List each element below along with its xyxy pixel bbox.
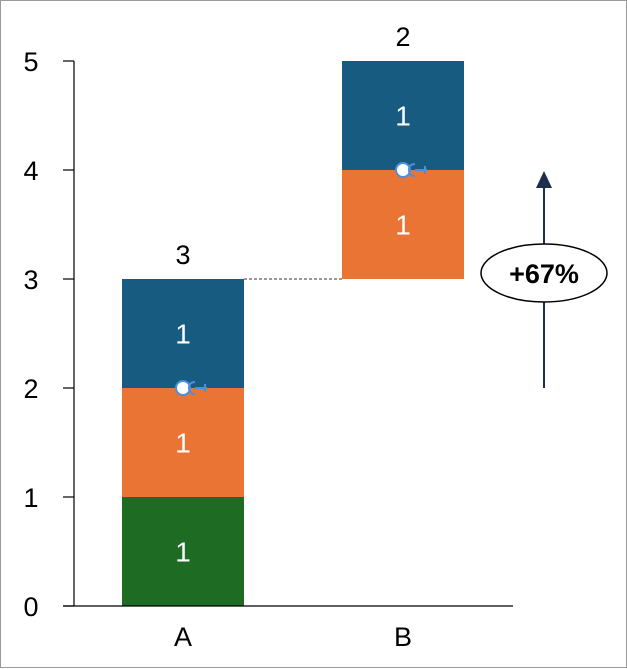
bar-segment-A-0 [122,497,244,606]
y-tick-label-2: 2 [23,374,38,404]
anchor-handle-to [395,162,411,178]
x-tick-label-A: A [174,622,192,652]
anchor-handle-from [175,380,191,396]
axis-layer: 0 1 2 3 4 5 A B [23,47,513,652]
bar-segment-B-2 [342,61,464,170]
link-icon-from [187,381,207,395]
bar-segment-A-2 [122,279,244,388]
percent-badge-label: +67% [509,259,579,289]
data-label-A-2: 1 [175,319,191,350]
y-tick-label-0: 0 [23,592,38,622]
bars-layer: 1 1 1 3 1 1 2 [122,22,464,606]
total-label-B: 2 [395,22,410,52]
data-label-B-2: 1 [395,101,411,132]
bar-segment-A-1 [122,388,244,497]
y-tick-label-1: 1 [23,483,38,513]
data-label-B-1: 1 [395,210,411,241]
x-tick-label-B: B [394,622,412,652]
link-icon-to [407,163,427,177]
y-tick-label-4: 4 [23,156,38,186]
data-label-A-0: 1 [175,537,191,568]
difference-arrowhead [536,171,552,188]
total-label-A: 3 [175,240,190,270]
data-label-A-1: 1 [175,428,191,459]
percent-badge [480,243,608,303]
bar-segment-B-1 [342,170,464,279]
y-tick-label-3: 3 [23,265,38,295]
annotation-layer: +67% [175,162,608,396]
y-tick-label-5: 5 [23,47,38,77]
